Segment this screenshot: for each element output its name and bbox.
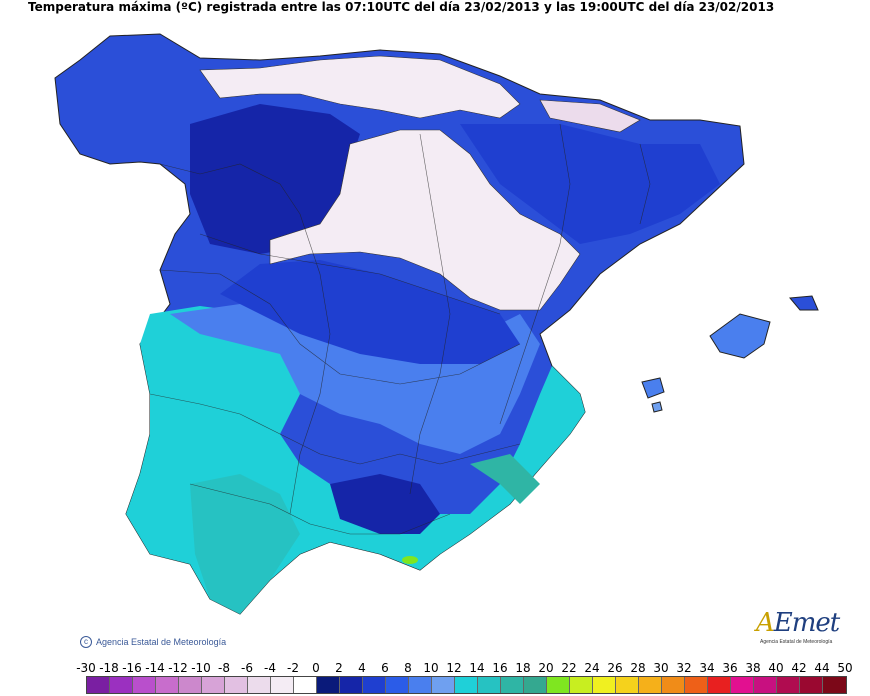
legend-color-cell [179,677,202,693]
legend-tick-label: 0 [312,661,320,675]
legend-color-cell [823,677,846,693]
legend-color-cell [685,677,708,693]
legend-tick-label: -2 [287,661,299,675]
legend-color-cell [593,677,616,693]
aemet-logo-subtitle: Agencia Estatal de Meteorología [760,639,833,645]
legend-color-cell [524,677,547,693]
legend-tick-label: 36 [722,661,738,675]
legend-tick-label: 2 [335,661,343,675]
north-cold-region [190,104,360,254]
copyright-notice: c Agencia Estatal de Meteorología [80,636,226,648]
legend-tick-label: 10 [423,661,439,675]
legend-tick-label: 6 [381,661,389,675]
legend-color-cell [386,677,409,693]
legend-color-cell [363,677,386,693]
legend-color-cell [478,677,501,693]
legend-tick-label: 40 [768,661,784,675]
legend-color-cell [501,677,524,693]
legend-tick-label: 12 [446,661,462,675]
meseta-snow-region [269,129,581,311]
legend-color-cell [409,677,432,693]
legend-color-cell [639,677,662,693]
legend-color-cell [317,677,340,693]
legend-color-cell [432,677,455,693]
southeast-teal-band [470,454,540,504]
legend-tick-label: -4 [264,661,276,675]
iberia-map-svg [54,33,819,615]
ibiza-island [641,377,665,399]
legend-tick-label: -6 [241,661,253,675]
legend-tick-label: 4 [358,661,366,675]
legend-color-cell [202,677,225,693]
legend-tick-label: 16 [492,661,508,675]
legend-tick-label: 20 [538,661,554,675]
legend-color-cell [110,677,133,693]
legend-tick-label: 28 [630,661,646,675]
legend-tick-label: 24 [584,661,600,675]
legend-color-cell [271,677,294,693]
legend-color-cell [754,677,777,693]
legend-tick-label: -30 [76,661,96,675]
aemet-logo-wordmark: AEmet [756,608,852,638]
legend-tick-label: -12 [168,661,188,675]
legend-tick-label: -18 [99,661,119,675]
legend-color-cell [340,677,363,693]
aemet-logo-a: A [756,608,775,638]
legend-tick-label: 44 [814,661,830,675]
legend-color-cell [225,677,248,693]
legend-tick-label: 22 [561,661,577,675]
temperature-legend: -30 -18 -16 -14 -12 -10 -8 -6 -4 -2 0 2 4 6 8 10 12 14 16 1… [0,660,870,696]
legend-color-cell [547,677,570,693]
temperature-map [0,14,870,654]
legend-tick-label: -8 [218,661,230,675]
sierra-nevada-cold [330,474,440,534]
legend-color-cell [800,677,823,693]
legend-color-cell [294,677,317,693]
aemet-logo: AEmet Agencia Estatal de Meteorología [756,608,852,652]
pyrenees-snow-region [539,99,641,133]
menorca-island [789,295,819,311]
legend-tick-label: 18 [515,661,531,675]
legend-color-cell [87,677,110,693]
legend-tick-label: -16 [122,661,142,675]
legend-color-cell [708,677,731,693]
legend-color-cell [133,677,156,693]
legend-color-cell [616,677,639,693]
aemet-logo-rest: Emet [773,608,840,638]
legend-color-cell [777,677,800,693]
legend-tick-label: -10 [191,661,211,675]
legend-tick-label: 8 [404,661,412,675]
formentera-island [651,401,663,413]
legend-color-cell [731,677,754,693]
province-borders [149,123,651,535]
legend-tick-label: 26 [607,661,623,675]
cantabrian-snow-region [199,55,521,119]
legend-color-cell [570,677,593,693]
legend-tick-label: 14 [469,661,485,675]
legend-tick-label: 50 [837,661,853,675]
central-cold-region [220,260,520,364]
legend-tick-label: 38 [745,661,761,675]
legend-color-bar [86,676,847,694]
legend-tick-label: 42 [791,661,807,675]
copyright-text: Agencia Estatal de Meteorología [96,637,227,647]
legend-labels: -30 -18 -16 -14 -12 -10 -8 -6 -4 -2 0 2 4 6 8 10 12 14 16 1… [0,660,870,675]
legend-tick-label: 34 [699,661,715,675]
northeast-cold-region [460,124,720,244]
legend-color-cell [156,677,179,693]
south-teal-band [190,474,300,614]
legend-tick-label: 30 [653,661,669,675]
legend-tick-label: 32 [676,661,692,675]
map-title: Temperatura máxima (ºC) registrada entre… [28,0,775,14]
legend-color-cell [662,677,685,693]
legend-color-cell [455,677,478,693]
legend-tick-label: -14 [145,661,165,675]
copyright-icon: c [80,636,92,648]
almeria-warm-spot [402,556,418,564]
legend-color-cell [248,677,271,693]
mallorca-island [709,313,771,359]
